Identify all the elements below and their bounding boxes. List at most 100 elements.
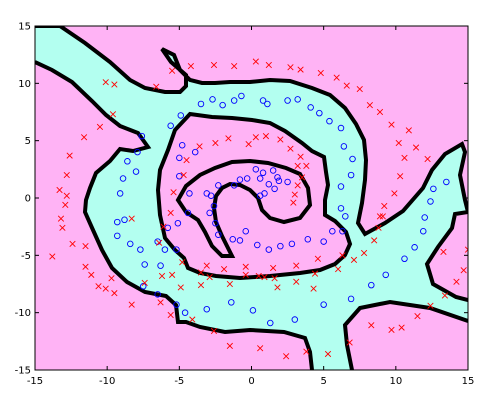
data-point-cross xyxy=(180,171,187,179)
data-point-circle xyxy=(132,168,140,175)
data-point-cross xyxy=(220,265,228,273)
data-point-cross xyxy=(297,153,304,160)
y-tick-label: 10 xyxy=(18,79,31,90)
data-point-circle xyxy=(337,183,345,190)
data-point-cross xyxy=(88,271,95,278)
data-point-cross xyxy=(346,339,353,346)
data-point-cross xyxy=(242,263,249,270)
data-point-cross xyxy=(153,83,160,90)
data-point-cross xyxy=(252,58,259,65)
data-point-cross xyxy=(360,249,368,257)
data-point-cross xyxy=(334,265,342,273)
data-point-circle xyxy=(243,175,251,182)
data-point-cross xyxy=(197,282,205,289)
data-point-circle xyxy=(212,219,219,227)
data-point-cross xyxy=(62,201,69,208)
data-point-circle xyxy=(203,190,211,197)
data-point-circle xyxy=(265,246,273,253)
data-point-cross xyxy=(375,224,382,231)
data-point-circle xyxy=(271,185,278,193)
y-tick-label: 5 xyxy=(25,136,31,147)
data-point-circle xyxy=(329,228,336,235)
data-point-cross xyxy=(141,279,148,286)
data-point-circle xyxy=(411,244,418,251)
data-point-circle xyxy=(161,246,169,253)
data-point-cross xyxy=(398,324,405,331)
y-tick-label: -5 xyxy=(21,251,31,262)
y-tick-label: 15 xyxy=(18,22,31,33)
data-point-cross xyxy=(183,157,190,164)
data-point-cross xyxy=(167,311,174,319)
data-point-cross xyxy=(290,199,297,206)
data-point-circle xyxy=(177,112,185,119)
x-tick-label: -10 xyxy=(99,376,115,387)
data-point-cross xyxy=(401,154,408,161)
data-point-circle xyxy=(138,132,146,140)
data-point-cross xyxy=(69,240,76,247)
data-point-circle xyxy=(320,301,327,308)
data-point-circle xyxy=(137,246,144,253)
data-point-cross xyxy=(339,252,346,259)
decision-region-inner-island xyxy=(178,161,310,256)
data-point-cross xyxy=(102,285,109,292)
data-point-cross xyxy=(356,85,363,93)
data-point-cross xyxy=(231,63,238,70)
data-point-circle xyxy=(420,228,427,235)
data-point-circle xyxy=(210,202,218,210)
data-point-circle xyxy=(114,232,121,240)
data-point-cross xyxy=(261,274,268,281)
data-point-cross xyxy=(63,192,70,199)
data-point-circle xyxy=(184,209,192,217)
data-point-circle xyxy=(119,175,127,182)
data-point-cross xyxy=(424,155,431,163)
data-point-cross xyxy=(270,264,277,272)
data-point-circle xyxy=(219,101,226,109)
data-point-circle xyxy=(229,236,236,243)
x-tick-label: 10 xyxy=(389,376,402,387)
data-point-cross xyxy=(128,215,135,222)
data-point-circle xyxy=(242,228,249,235)
data-point-circle xyxy=(316,109,323,117)
data-point-circle xyxy=(124,158,131,165)
data-point-cross xyxy=(412,144,420,151)
data-point-cross xyxy=(56,186,63,194)
data-point-circle xyxy=(349,155,356,163)
data-point-cross xyxy=(226,280,233,288)
axis-ticks: -15 -10 -5 0 5 10 15 -15 -10 -5 0 5 10 15 xyxy=(15,22,475,388)
data-point-cross xyxy=(157,299,164,306)
data-point-circle xyxy=(320,238,327,245)
data-point-circle xyxy=(337,205,345,212)
data-point-circle xyxy=(269,167,277,174)
data-point-cross xyxy=(225,135,232,142)
data-point-cross xyxy=(95,283,102,290)
data-point-cross xyxy=(206,274,213,281)
data-point-circle xyxy=(275,177,283,185)
y-tick-label: -15 xyxy=(15,366,31,377)
data-point-circle xyxy=(264,100,271,108)
x-tick-label: -5 xyxy=(174,376,184,387)
data-point-cross xyxy=(395,139,402,147)
data-point-circle xyxy=(430,185,437,193)
data-point-cross xyxy=(160,223,167,230)
data-point-circle xyxy=(121,216,128,224)
data-point-circle xyxy=(197,100,205,108)
data-point-circle xyxy=(337,124,345,132)
data-point-cross xyxy=(388,121,395,128)
data-point-circle xyxy=(284,178,291,186)
data-point-cross xyxy=(311,270,319,277)
series-cross-markers xyxy=(49,58,468,360)
data-point-circle xyxy=(209,96,216,103)
data-point-circle xyxy=(167,122,174,130)
data-point-cross xyxy=(427,302,434,309)
data-point-circle xyxy=(347,171,355,179)
data-point-circle xyxy=(116,190,124,197)
data-point-cross xyxy=(460,267,467,274)
data-point-cross xyxy=(388,326,395,333)
data-point-cross xyxy=(128,301,135,308)
data-point-cross xyxy=(82,243,89,250)
data-point-circle xyxy=(203,305,211,313)
data-point-cross xyxy=(441,292,449,299)
data-point-circle xyxy=(421,214,428,221)
data-point-circle xyxy=(249,307,257,314)
data-point-circle xyxy=(267,319,274,327)
